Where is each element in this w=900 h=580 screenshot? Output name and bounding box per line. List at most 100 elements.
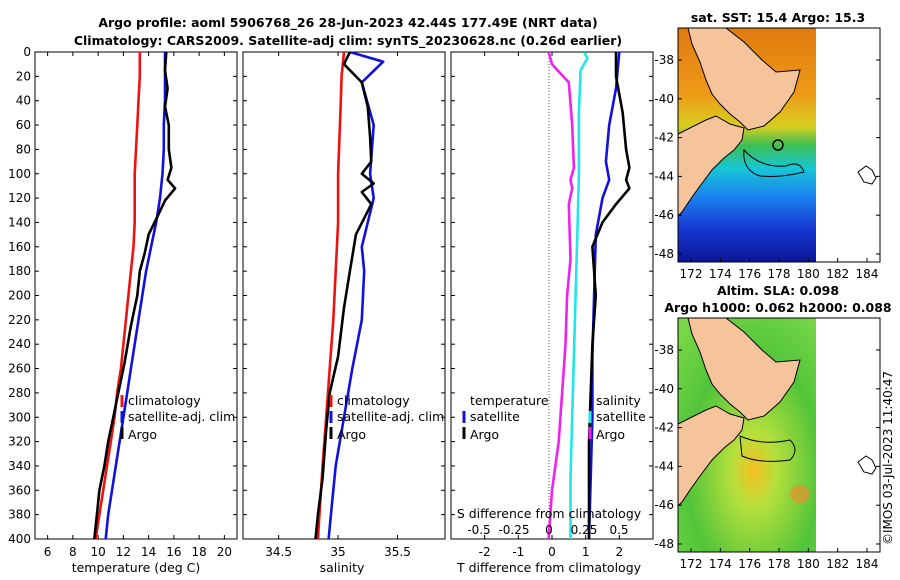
lat-tick-label: -48 (654, 247, 674, 261)
difference-secondary-xlabel: S difference from climatology (457, 506, 642, 521)
lat-tick-label: -46 (654, 208, 674, 222)
series-line-t-satellite (587, 52, 621, 539)
x-tick-label: 0 (548, 545, 556, 559)
lon-tick-label: 172 (680, 267, 703, 281)
sst-map: sat. SST: 15.4 Argo: 15.3 172 174 176 178 18… (654, 10, 881, 281)
lat-tick-label: -44 (654, 459, 674, 473)
difference-panel: -2 -1 0 1 2 T difference from climatology S … (450, 51, 654, 575)
y-tick-label: 20 (16, 69, 31, 83)
y-tick-label: 40 (16, 94, 31, 108)
sla-map: Altim. SLA: 0.098 Argo h1000: 0.062 h200… (654, 283, 891, 571)
salinity-legend: climatology satellite-adj. clim Argo (329, 393, 444, 442)
y-tick-label: 240 (8, 337, 31, 351)
y-tick-label: 160 (8, 240, 31, 254)
secondary-x-tick-label: 0.25 (571, 523, 598, 537)
x-tick-label: 6 (44, 545, 52, 559)
series-line-s-satellite (569, 52, 589, 539)
difference-ticks: -2 -1 0 1 2 (451, 51, 653, 559)
lat-tick-label: -38 (654, 53, 674, 67)
lon-tick-label: 178 (768, 267, 791, 281)
temperature-lines (93, 52, 177, 539)
lon-tick-label: 180 (797, 557, 820, 571)
temperature-legend: climatology satellite-adj. clim Argo (120, 393, 235, 442)
x-tick-label: 35.5 (384, 545, 411, 559)
series-line-argo (314, 52, 376, 539)
figure-title-line1: Argo profile: aoml 5906768_26 28-Jun-202… (98, 15, 597, 31)
lat-tick-label: -38 (654, 343, 674, 357)
sla-map-ticks: 172 174 176 178 180 182 184 -38 -40 -42 -44 -46 -48 (654, 343, 880, 571)
legend-argo-label: Argo (337, 427, 366, 442)
x-tick-label: 16 (166, 545, 181, 559)
legend-t-satellite-label: satellite (470, 409, 520, 424)
salinity-lines (314, 52, 385, 539)
lon-tick-label: 176 (738, 557, 761, 571)
secondary-x-tick-label: 0.5 (609, 523, 628, 537)
y-tick-label: 320 (8, 435, 31, 449)
sla-contour (739, 435, 796, 462)
x-tick-label: 10 (90, 545, 105, 559)
x-tick-label: 1 (582, 545, 590, 559)
south-island-land (678, 115, 745, 217)
lat-tick-label: -40 (654, 92, 674, 106)
x-tick-label: 18 (191, 545, 206, 559)
lat-tick-label: -40 (654, 382, 674, 396)
x-tick-label: 20 (217, 545, 232, 559)
secondary-x-tick-label: -0.5 (467, 523, 490, 537)
lon-tick-label: 174 (709, 267, 732, 281)
y-tick-label: 400 (8, 532, 31, 546)
y-tick-label: 220 (8, 313, 31, 327)
figure-title-line2: Climatology: CARS2009. Satellite-adj cli… (74, 33, 622, 49)
lon-tick-label: 182 (826, 557, 849, 571)
salinity-xlabel: salinity (320, 560, 365, 575)
lon-tick-label: 184 (856, 267, 879, 281)
difference-axes-box (450, 51, 654, 540)
y-tick-label: 100 (8, 167, 31, 181)
x-tick-label: 34.5 (265, 545, 292, 559)
sla-map-title-line2: Argo h1000: 0.062 h2000: 0.088 (664, 300, 891, 315)
south-island-land (678, 405, 745, 507)
north-island-land (687, 28, 801, 131)
chatham-islands (857, 165, 877, 185)
series-line-satellite-adj-clim (104, 52, 167, 539)
lon-tick-label: 176 (738, 267, 761, 281)
y-tick-label: 380 (8, 508, 31, 522)
legend-satellite-label: satellite-adj. clim (337, 409, 444, 424)
north-island-land (687, 318, 801, 421)
y-tick-label: 340 (8, 459, 31, 473)
x-tick-label: 8 (69, 545, 77, 559)
sst-map-ticks: 172 174 176 178 180 182 184 -38 -40 -42 -44 -46 -48 (654, 53, 880, 281)
imos-credit: ©IMOS 03-Jul-2023 11:40:47 (881, 371, 895, 545)
y-tick-label: 80 (16, 142, 31, 156)
legend-s-argo-label: Argo (596, 427, 625, 442)
sla-missing-data (816, 318, 880, 552)
legend-salinity-title: salinity (596, 393, 641, 408)
legend-climatology-label: climatology (337, 393, 410, 408)
difference-lines (547, 52, 631, 539)
y-tick-label: 60 (16, 118, 31, 132)
lat-tick-label: -44 (654, 169, 674, 183)
x-tick-label: 12 (116, 545, 131, 559)
lon-tick-label: 182 (826, 267, 849, 281)
legend-t-argo-label: Argo (470, 427, 499, 442)
y-tick-label: 300 (8, 410, 31, 424)
secondary-x-tick-label: -0.25 (498, 523, 529, 537)
difference-legend: temperature satellite Argo salinity sate… (462, 393, 646, 442)
salinity-ticks: 34.5 35 35.5 (243, 51, 445, 559)
salinity-panel: 34.5 35 35.5 salinity climatology satellit… (242, 51, 446, 575)
y-tick-label: 180 (8, 264, 31, 278)
y-tick-label: 120 (8, 191, 31, 205)
temperature-xlabel: temperature (deg C) (72, 560, 201, 575)
lon-tick-label: 178 (768, 557, 791, 571)
argo-position-marker (772, 139, 784, 151)
difference-xlabel: T difference from climatology (456, 560, 642, 575)
sla-high-anomaly (790, 485, 810, 503)
y-tick-label: 360 (8, 483, 31, 497)
temperature-panel: 0 20 40 60 80 100 120 140 160 180 200 220 240 260 280 3… (8, 45, 238, 575)
lat-tick-label: -42 (654, 421, 674, 435)
y-tick-label: 260 (8, 362, 31, 376)
x-tick-label: 35 (330, 545, 345, 559)
x-tick-label: -1 (512, 545, 524, 559)
lat-tick-label: -48 (654, 537, 674, 551)
legend-satellite-label: satellite-adj. clim (128, 409, 235, 424)
